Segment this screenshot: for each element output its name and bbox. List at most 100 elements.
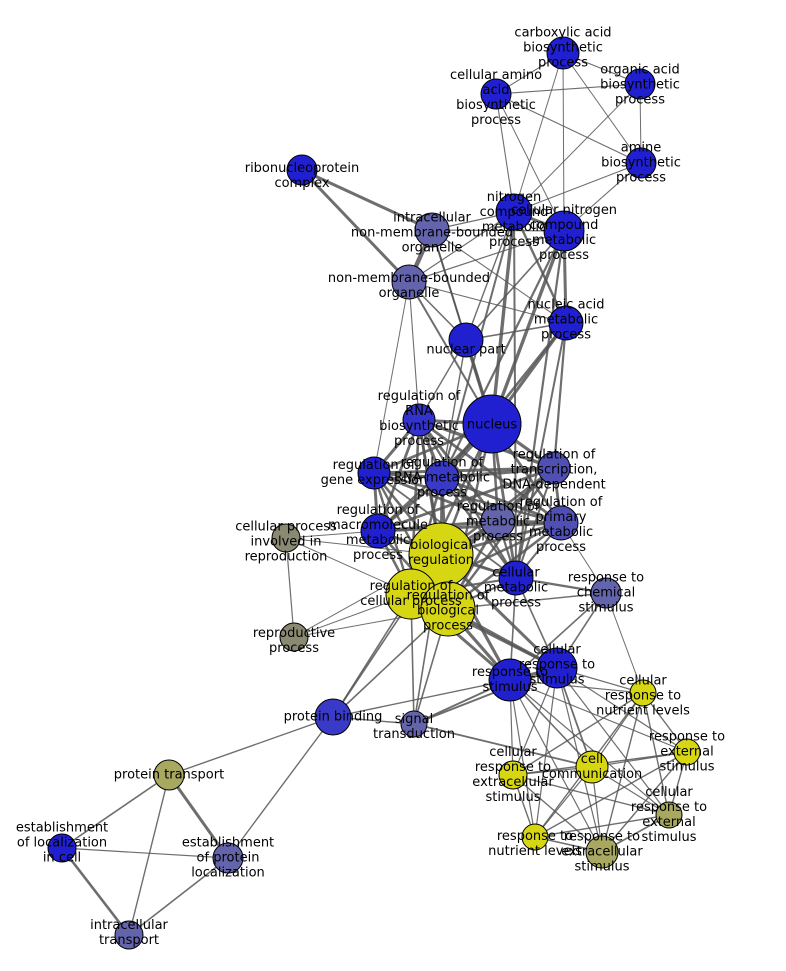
graph-node-regulation_of_rna_metabolic_process[interactable]: [424, 460, 460, 496]
graph-edge: [562, 52, 642, 164]
graph-node-cell_communication[interactable]: [575, 750, 609, 784]
graph-node-regulation_of_rna_biosynthetic_process[interactable]: [402, 403, 436, 437]
graph-edge: [512, 774, 603, 853]
graph-node-cellular_nitrogen_compound_metabolic_process[interactable]: [543, 210, 585, 252]
graph-node-cellular_response_to_stimulus[interactable]: [536, 647, 578, 689]
graph-node-nitrogen_compound_metabolic_process[interactable]: [495, 193, 533, 231]
graph-edge: [128, 857, 229, 936]
graph-node-protein_binding[interactable]: [314, 698, 352, 736]
graph-edge: [534, 814, 670, 838]
graph-edge: [642, 692, 670, 816]
graph-node-response_to_extracellular_stimulus[interactable]: [585, 835, 619, 869]
graph-edge: [512, 692, 644, 776]
graph-edge: [408, 281, 420, 421]
graph-edge: [168, 716, 334, 776]
graph-edge: [61, 847, 229, 859]
graph-edge: [534, 667, 558, 838]
graph-edge: [408, 281, 567, 324]
node-layer[interactable]: [47, 36, 701, 950]
graph-edge: [377, 466, 555, 533]
graph-edge: [465, 211, 515, 341]
graph-edge: [601, 751, 688, 853]
graph-node-regulation_of_transcription_dna_dependent[interactable]: [537, 451, 571, 485]
graph-edge: [332, 679, 511, 718]
graph-node-organic_acid_biosynthetic_process[interactable]: [624, 68, 656, 100]
graph-edge: [301, 168, 433, 232]
graph-node-regulation_of_metabolic_process[interactable]: [480, 503, 516, 539]
graph-edge: [512, 774, 670, 816]
graph-edge: [431, 229, 565, 232]
graph-edge: [418, 418, 562, 525]
graph-node-carboxylic_acid_biosynthetic_process[interactable]: [546, 36, 580, 70]
graph-node-cellular_process_involved_in_reproduction[interactable]: [271, 523, 301, 553]
graph-edge: [373, 466, 555, 475]
graph-node-response_to_stimulus[interactable]: [488, 658, 532, 702]
graph-edge: [552, 322, 568, 469]
graph-node-regulation_of_macromolecule_metabolic_process[interactable]: [360, 513, 396, 549]
graph-node-non_membrane_bounded_organelle[interactable]: [391, 264, 427, 300]
graph-edge: [509, 679, 670, 816]
graph-node-response_to_external_stimulus[interactable]: [673, 738, 701, 766]
graph-edge: [373, 471, 499, 523]
graph-edge: [513, 83, 641, 213]
graph-edge: [373, 471, 562, 525]
graph-edge: [465, 230, 565, 341]
graph-edge: [556, 667, 670, 816]
graph-edge: [300, 168, 411, 284]
graph-node-signal_transduction[interactable]: [400, 710, 428, 738]
graph-node-nucleus[interactable]: [462, 394, 522, 454]
graph-node-cellular_amino_acid_biosynthetic_process[interactable]: [480, 78, 512, 110]
graph-node-intracellular_non_membrane_bounded_organelle[interactable]: [414, 212, 450, 248]
graph-node-nuclear_part[interactable]: [448, 322, 484, 358]
graph-edge: [534, 751, 688, 838]
graph-edge: [60, 847, 131, 936]
graph-edge: [562, 52, 565, 232]
graph-edge: [495, 83, 641, 95]
graph-edge: [495, 93, 642, 164]
graph-edge: [513, 52, 564, 213]
graph-node-intracellular_transport[interactable]: [114, 920, 144, 950]
graph-edge: [513, 162, 642, 213]
graph-edge: [509, 679, 603, 853]
graph-edge: [408, 230, 565, 283]
graph-edge: [490, 230, 566, 425]
graph-node-cellular_response_to_extracellular_stimulus[interactable]: [498, 760, 528, 790]
graph-node-ribonucleoprotein_complex[interactable]: [286, 154, 318, 186]
graph-node-cellular_response_to_nutrient_levels[interactable]: [629, 679, 657, 707]
graph-edge: [128, 774, 170, 936]
graph-edge: [61, 774, 170, 849]
graph-edge: [495, 93, 565, 232]
graph-edge: [515, 322, 567, 579]
graph-edge: [556, 667, 688, 753]
graph-node-establishment_of_protein_localization[interactable]: [212, 842, 244, 874]
graph-edge: [509, 679, 688, 753]
graph-node-reproductive_process[interactable]: [279, 622, 309, 652]
graph-node-response_to_nutrient_levels[interactable]: [521, 823, 549, 851]
graph-node-regulation_of_gene_expression[interactable]: [357, 456, 391, 490]
graph-node-regulation_of_primary_metabolic_process[interactable]: [543, 505, 579, 541]
graph-edge: [605, 592, 644, 694]
graph-edge: [431, 229, 567, 324]
graph-edge: [408, 211, 515, 283]
graph-node-regulation_of_biological_process[interactable]: [420, 581, 476, 637]
graph-edge: [495, 93, 515, 213]
graph-node-protein_transport[interactable]: [153, 759, 185, 791]
graph-node-response_to_chemical_stimulus[interactable]: [590, 577, 622, 609]
graph-node-amine_biosynthetic_process[interactable]: [625, 147, 657, 179]
edge-layer: [60, 52, 688, 936]
graph-node-cellular_metabolic_process[interactable]: [498, 560, 534, 596]
graph-edge: [509, 679, 536, 838]
graph-edge: [227, 716, 334, 859]
graph-edge: [413, 667, 558, 725]
graph-edge: [413, 723, 593, 768]
graph-edge: [285, 537, 295, 638]
graph-node-nucleic_acid_metabolic_process[interactable]: [548, 305, 584, 341]
graph-edge: [377, 521, 562, 533]
graph-edge: [509, 592, 607, 681]
graph-node-establishment_of_localization_in_cell[interactable]: [47, 833, 77, 863]
graph-node-cellular_response_to_external_stimulus[interactable]: [655, 801, 683, 829]
graph-edge: [373, 281, 410, 474]
graph-edge: [490, 211, 516, 425]
